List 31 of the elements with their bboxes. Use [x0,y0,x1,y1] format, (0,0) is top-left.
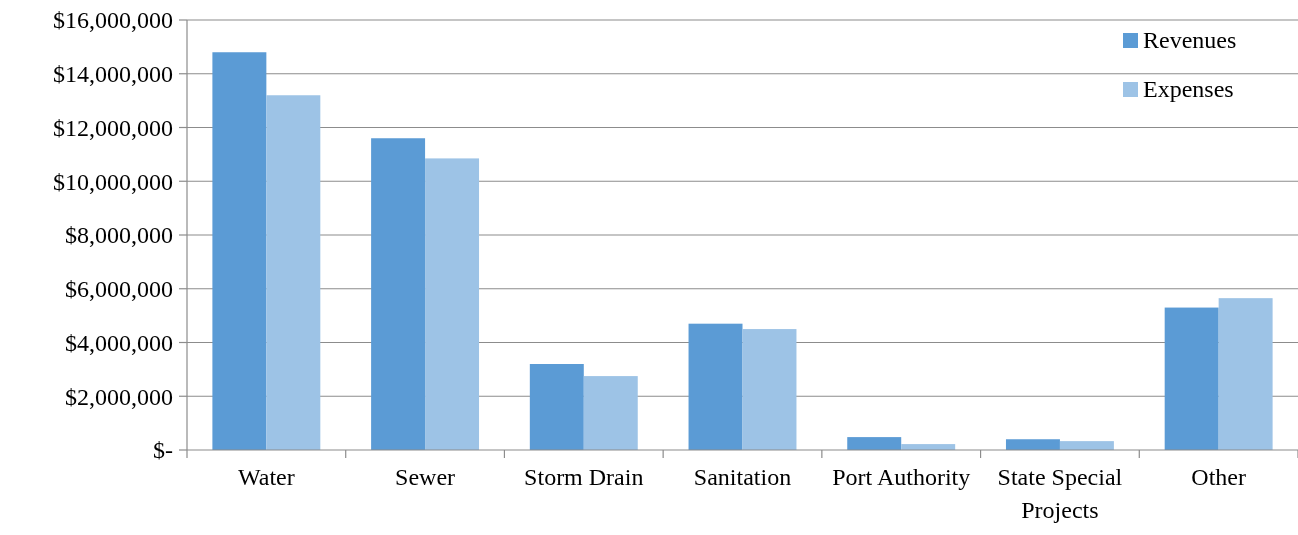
bar [1059,441,1114,450]
bar [1005,439,1060,450]
legend-label: Expenses [1143,76,1234,103]
bar [529,364,584,450]
legend-label: Revenues [1143,27,1237,54]
y-tick-label: $8,000,000 [65,222,173,249]
x-tick-label: Sewer [395,464,456,490]
bar [847,437,902,450]
bar [212,52,267,450]
bar [583,376,638,450]
bar [688,323,743,450]
y-tick-label: $6,000,000 [65,276,173,303]
y-tick-label: $16,000,000 [53,7,173,34]
y-tick-label: $4,000,000 [65,329,173,356]
bar [1164,307,1219,450]
y-tick-label: $2,000,000 [65,383,173,410]
x-tick-label: State Special Projects [997,464,1123,523]
y-tick-label: $12,000,000 [53,114,173,141]
bar [371,138,426,450]
y-tick-label: $14,000,000 [53,61,173,88]
y-tick-label: $- [153,437,173,464]
bar [742,329,797,450]
y-tick-label: $10,000,000 [53,168,173,195]
x-tick-label: Sanitation [693,464,792,490]
x-tick-label: Water [238,464,295,490]
bar [266,95,321,450]
x-tick-label: Storm Drain [524,464,644,490]
x-tick-label: Port Authority [832,464,971,490]
bar [425,158,480,450]
x-tick-label: Other [1191,464,1246,490]
bar [1218,298,1273,450]
